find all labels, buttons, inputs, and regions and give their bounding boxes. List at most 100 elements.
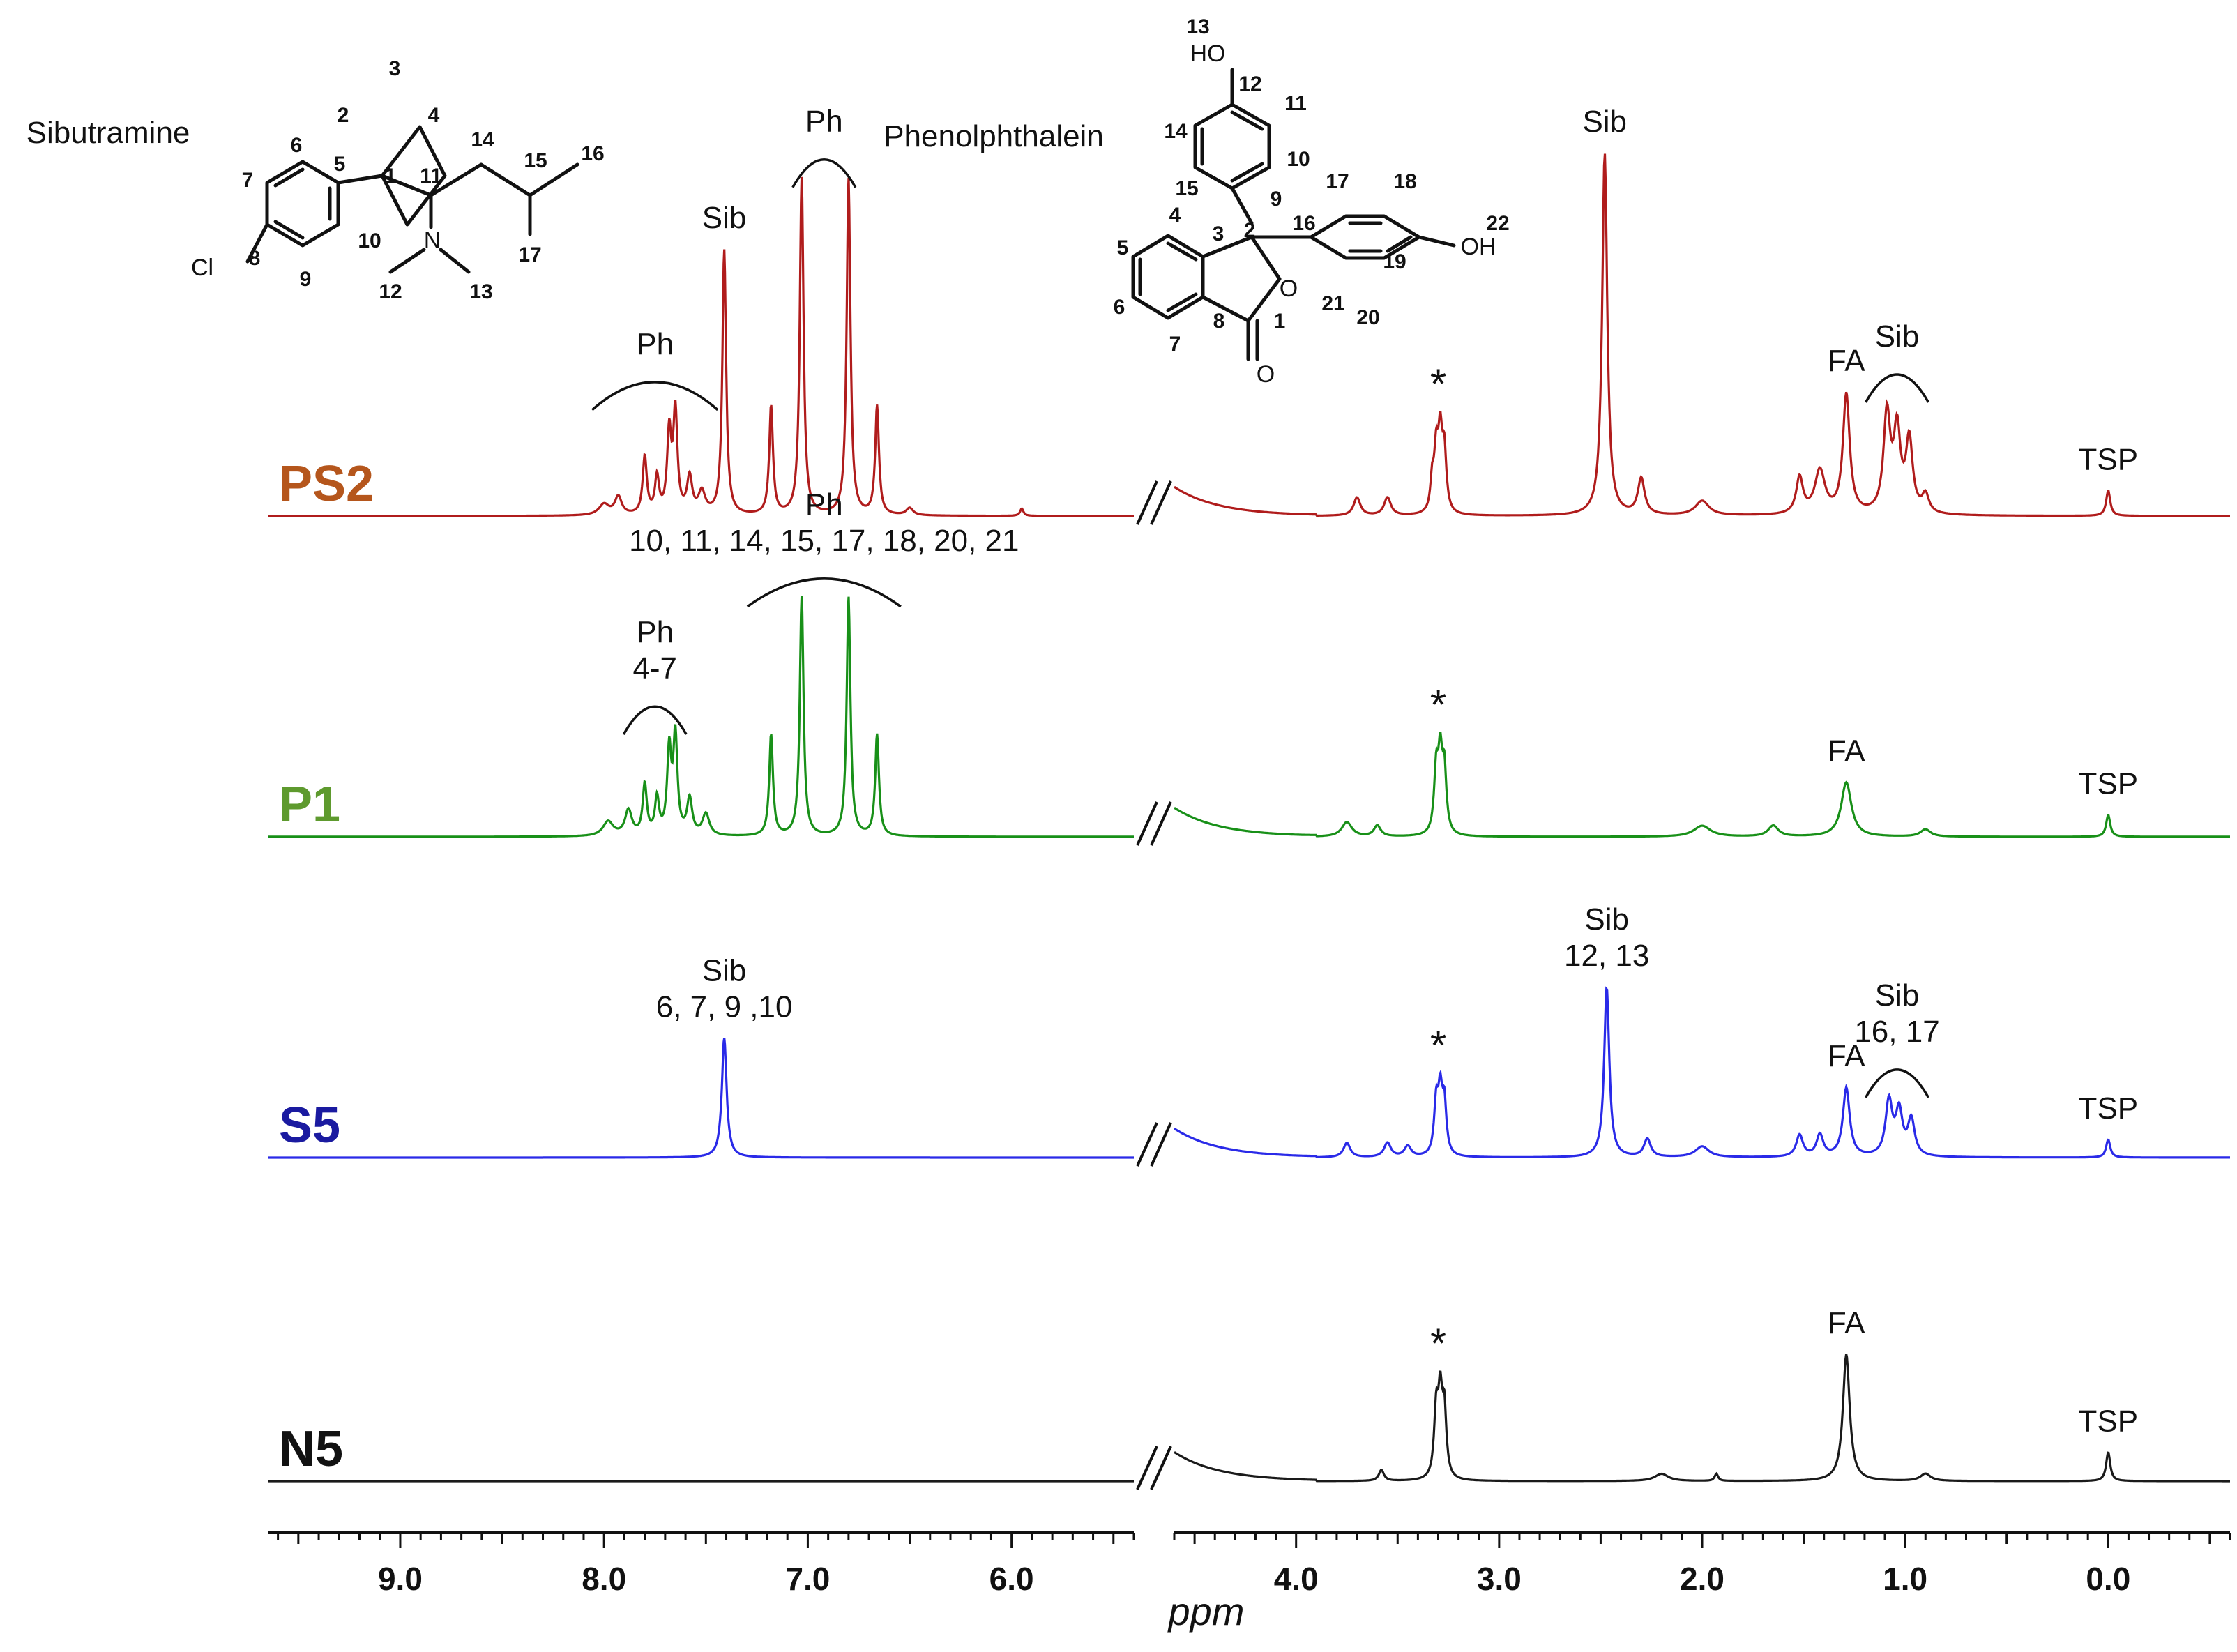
ph-atom-7: 7 [1169,333,1181,356]
annotation-bracket [791,158,857,188]
series-label-p1: P1 [279,777,340,833]
sib-nitrogen: N [424,227,441,254]
peak-label-p1: * [1430,681,1446,728]
peak-label-n5: TSP [2079,1404,2139,1438]
series-label-ps2: PS2 [279,456,374,512]
ph-atom-2: 2 [1244,219,1256,242]
ph-atom-19: 19 [1383,250,1406,273]
ph-atom-11: 11 [1284,92,1307,115]
axis-break-mark [1136,801,1158,846]
x-axis-title: ppm [1167,1589,1245,1633]
ph-atom-8: 8 [1213,310,1225,333]
ph-hydroxyl-top: HO [1190,40,1226,67]
annotation-bracket [1864,373,1930,403]
axis-break-mark [1150,480,1172,525]
sibutramine-structure [245,125,579,274]
series-label-s5: S5 [279,1098,340,1153]
ph-atom-18: 18 [1393,170,1416,193]
phenol-ring-top [1193,103,1271,190]
trace-p1-aromatic [268,596,1134,838]
phenolphthalein-labels: Phenolphthalein 13 HO 12 11 14 10 9 15 2… [884,15,1509,388]
peak-label-ps2: * [1430,361,1446,407]
peak-label-s5: Sib [702,953,747,987]
ph-atom-14: 14 [1164,120,1188,143]
peak-label-n5: * [1430,1320,1446,1367]
sib-atom-13: 13 [469,280,492,303]
peak-label-s5: Sib [1875,978,1920,1013]
peak-label-p1: Ph [805,487,843,522]
axis-break-mark [1136,480,1158,525]
sib-atom-6: 6 [291,134,303,157]
peak-label-n5: FA [1828,1306,1865,1340]
sib-atom-1: 1 [385,165,397,188]
sib-atom-14: 14 [471,128,494,151]
sib-atom-15: 15 [524,149,547,172]
trace-p1-aliphatic [1174,732,2230,838]
ph-atom-6: 6 [1114,296,1125,319]
ph-atom-3: 3 [1213,222,1224,245]
ph-atom-17: 17 [1326,170,1349,193]
trace-ps2-aromatic [268,176,1134,517]
sib-atom-3: 3 [389,57,401,80]
peak-label-s5: TSP [2079,1091,2139,1126]
chlorophenyl-ring [265,160,340,248]
ph-hydroxyl-right: OH [1461,234,1496,260]
ph-carbonyl-oxygen: O [1257,361,1275,388]
peak-label-p1: Ph [636,615,674,649]
sibutramine-labels: Sibutramine 3 2 4 1 11 14 15 16 17 6 5 7… [26,57,605,303]
peak-label-s5: Sib [1584,902,1629,937]
phenolphthalein-structure [1131,68,1456,361]
peak-label-s5: FA [1828,1039,1865,1073]
sib-atom-7: 7 [242,169,254,192]
phenolphthalein-name: Phenolphthalein [884,119,1104,153]
peak-label-s5: * [1430,1022,1446,1069]
ph-atom-20: 20 [1356,306,1379,329]
trace-ps2-aliphatic [1174,153,2230,517]
peak-label-ps2: Sib [1582,105,1627,139]
peak-label-p1: FA [1828,734,1865,768]
ph-ring-oxygen: O [1280,275,1298,302]
ph-atom-1: 1 [1274,310,1286,333]
ph-atom-9: 9 [1271,188,1282,211]
x-tick-label: 6.0 [989,1561,1034,1597]
benzo-ring [1131,234,1205,320]
series-label-n5: N5 [279,1421,343,1477]
axis-break-mark [1150,801,1172,846]
sib-atom-2: 2 [338,104,349,127]
peak-label-ps2: TSP [2079,442,2139,476]
ph-atom-10: 10 [1287,148,1310,171]
peak-label-s5: 16, 17 [1854,1015,1939,1049]
x-tick-label: 1.0 [1883,1561,1927,1597]
sib-atom-10: 10 [358,229,381,252]
ph-atom-22: 22 [1486,212,1509,235]
trace-s5-aromatic [268,1038,1134,1159]
ph-atom-16: 16 [1292,212,1315,235]
sib-chlorine: Cl [191,255,213,281]
sib-atom-11: 11 [420,165,442,188]
axis-break-mark [1150,1122,1172,1167]
axis-break-mark [1150,1446,1172,1490]
ph-atom-15: 15 [1175,177,1198,200]
annotation-bracket [746,577,902,608]
peak-label-s5: 12, 13 [1564,939,1649,973]
peak-label-ps2: Ph [636,327,674,361]
trace-s5-aliphatic [1174,986,2230,1159]
x-tick-label: 4.0 [1274,1561,1319,1597]
cyclobutane-ring [380,125,447,227]
annotation-bracket [591,381,719,411]
x-tick-label: 9.0 [378,1561,423,1597]
sib-atom-5: 5 [334,153,346,176]
axis-break-mark [1136,1446,1158,1490]
series-labels: PS2 P1 S5 N5 [279,456,374,1477]
sib-atom-8: 8 [249,247,261,270]
axis-break-mark [1136,1122,1158,1167]
sib-atom-9: 9 [300,268,312,291]
peak-label-p1: 4-7 [632,651,677,685]
annotation-bracket [622,705,688,736]
ph-atom-4: 4 [1169,204,1181,227]
spectra-traces [268,153,2230,1490]
peak-label-ps2: Ph [805,105,843,139]
x-tick-label: 8.0 [582,1561,626,1597]
